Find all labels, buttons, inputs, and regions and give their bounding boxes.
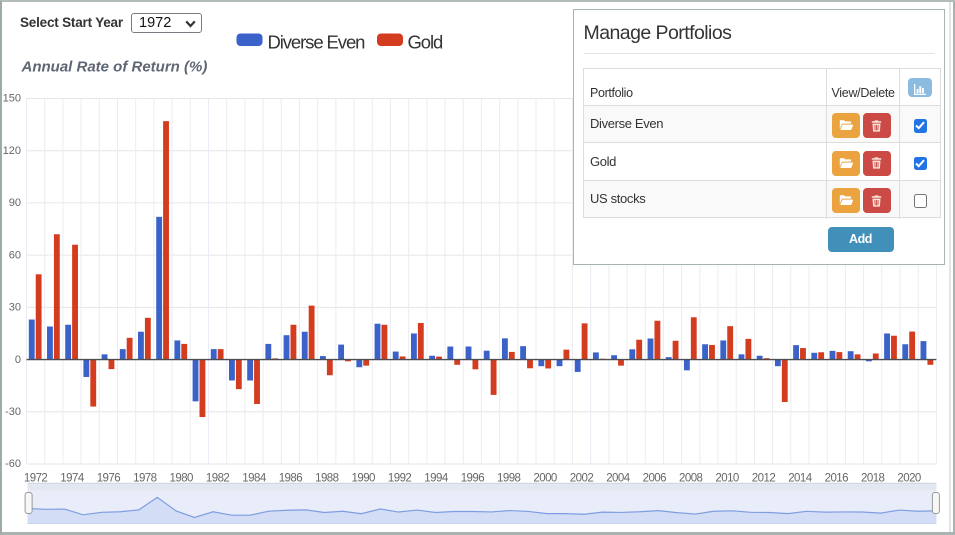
svg-text:1974: 1974 [60, 473, 85, 485]
svg-text:1976: 1976 [97, 473, 121, 485]
svg-text:1994: 1994 [424, 473, 449, 485]
svg-text:1992: 1992 [388, 473, 412, 485]
svg-text:2012: 2012 [752, 473, 776, 485]
svg-text:0: 0 [15, 354, 21, 366]
svg-text:2002: 2002 [570, 473, 594, 485]
svg-text:1986: 1986 [279, 473, 303, 485]
svg-text:1982: 1982 [206, 473, 230, 485]
svg-text:2004: 2004 [606, 473, 631, 485]
svg-text:1972: 1972 [24, 473, 48, 485]
svg-text:1984: 1984 [242, 473, 267, 485]
svg-text:120: 120 [3, 145, 21, 157]
svg-text:2008: 2008 [679, 473, 703, 485]
svg-text:2020: 2020 [897, 473, 921, 485]
svg-text:-30: -30 [5, 406, 21, 418]
svg-text:1980: 1980 [170, 473, 194, 485]
svg-text:1978: 1978 [133, 473, 157, 485]
svg-text:Annual Rate of Return (%): Annual Rate of Return (%) [21, 59, 208, 76]
svg-text:2014: 2014 [788, 473, 813, 485]
svg-text:1990: 1990 [352, 473, 376, 485]
svg-text:2018: 2018 [861, 473, 885, 485]
svg-text:Diverse Even: Diverse Even [268, 32, 366, 53]
svg-text:-60: -60 [5, 458, 21, 470]
svg-text:1988: 1988 [315, 473, 339, 485]
svg-text:Gold: Gold [408, 32, 443, 53]
svg-text:60: 60 [9, 249, 21, 261]
svg-text:150: 150 [3, 93, 21, 105]
svg-text:1998: 1998 [497, 473, 521, 485]
svg-text:30: 30 [9, 302, 21, 314]
svg-text:2010: 2010 [715, 473, 739, 485]
svg-text:1996: 1996 [461, 473, 485, 485]
svg-text:2016: 2016 [825, 473, 849, 485]
svg-text:2000: 2000 [533, 473, 557, 485]
svg-text:90: 90 [9, 197, 21, 209]
svg-text:2006: 2006 [643, 473, 667, 485]
